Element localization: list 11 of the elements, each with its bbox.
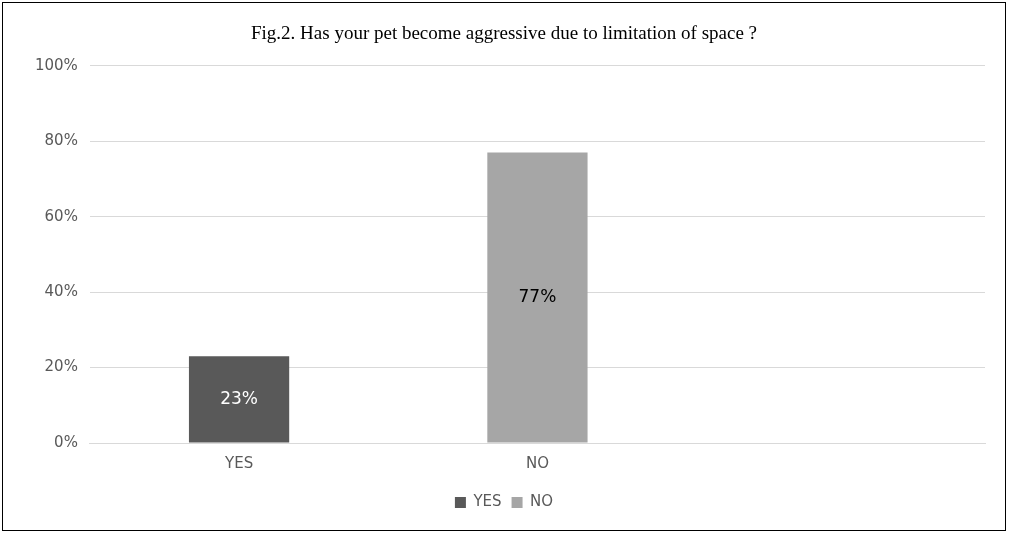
- y-tick-label: 80%: [44, 131, 78, 150]
- data-label: 23%: [220, 387, 258, 408]
- data-label: 77%: [518, 285, 557, 306]
- y-tick-label: 60%: [44, 206, 78, 225]
- chart-title: Fig.2. Has your pet become aggressive due to limitation of space ?: [250, 22, 758, 44]
- y-tick-label: 40%: [44, 282, 78, 301]
- y-tick-label: 100%: [34, 55, 78, 74]
- legend-label: NO: [530, 492, 554, 511]
- y-tick-label: 20%: [44, 357, 78, 376]
- y-tick-label: 0%: [54, 432, 78, 451]
- legend-label: YES: [472, 492, 502, 511]
